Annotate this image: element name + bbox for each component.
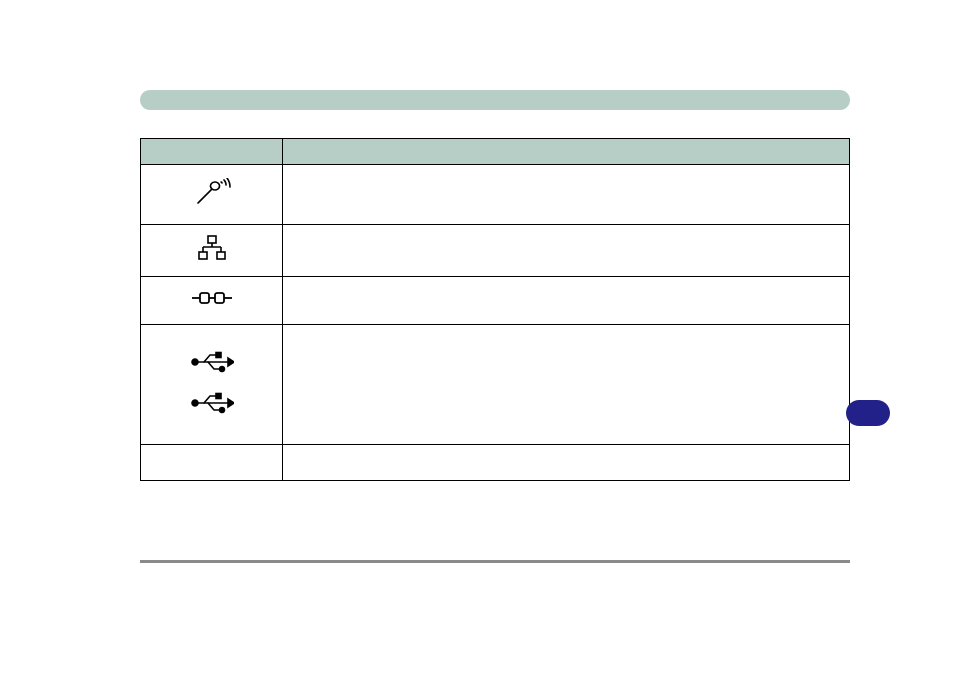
section-header-bar — [140, 90, 850, 110]
desc-cell — [283, 277, 850, 325]
desc-cell — [283, 445, 850, 481]
ports-table — [140, 138, 850, 481]
table-row — [141, 225, 850, 277]
page-side-tab — [846, 400, 890, 426]
table-row — [141, 165, 850, 225]
usb-icon — [190, 351, 234, 378]
network-icon — [197, 235, 227, 266]
page-content — [140, 90, 850, 481]
icon-cell — [141, 165, 283, 225]
table-header-desc — [283, 139, 850, 165]
icon-cell — [141, 325, 283, 445]
table-header-row — [141, 139, 850, 165]
desc-cell — [283, 325, 850, 445]
usb-icon — [190, 392, 234, 419]
desc-cell — [283, 165, 850, 225]
link-icon — [192, 290, 232, 311]
table-header-icon — [141, 139, 283, 165]
table-row — [141, 445, 850, 481]
icon-cell — [141, 277, 283, 325]
table-row — [141, 277, 850, 325]
footer-divider — [140, 560, 850, 563]
usb-double-icon — [141, 351, 282, 419]
table-row — [141, 325, 850, 445]
microphone-icon — [193, 178, 231, 211]
icon-cell — [141, 445, 283, 481]
icon-cell — [141, 225, 283, 277]
desc-cell — [283, 225, 850, 277]
